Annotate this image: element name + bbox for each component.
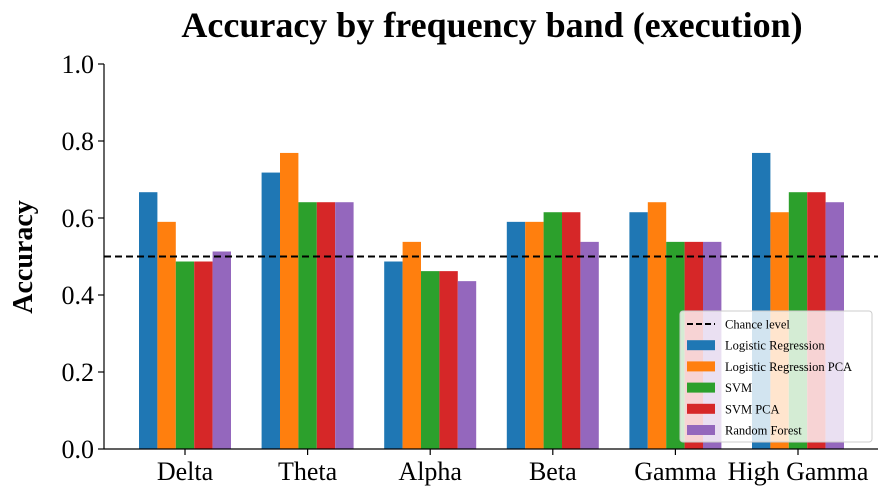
y-tick-label: 0.0 bbox=[62, 435, 95, 464]
legend-swatch-random-forest bbox=[687, 425, 715, 435]
legend-box bbox=[679, 310, 873, 443]
x-tick-label: Beta bbox=[529, 457, 577, 486]
x-tick-label: Gamma bbox=[634, 457, 717, 486]
legend-swatch-svm bbox=[687, 382, 715, 393]
legend-label-logistic-regression: Logistic Regression bbox=[725, 339, 825, 353]
bar-alpha-logistic-regression-pca bbox=[402, 241, 421, 449]
bar-delta-logistic-regression bbox=[139, 192, 158, 449]
bar-beta-logistic-regression-pca bbox=[525, 221, 544, 449]
legend-swatch-svm-pca bbox=[687, 403, 715, 414]
bar-alpha-svm bbox=[421, 271, 440, 449]
bar-delta-svm-pca bbox=[194, 261, 213, 449]
bar-beta-svm bbox=[543, 212, 562, 449]
y-tick-label: 0.6 bbox=[62, 204, 95, 233]
bar-theta-logistic-regression-pca bbox=[280, 152, 299, 449]
bar-theta-logistic-regression bbox=[261, 172, 280, 449]
bar-delta-svm bbox=[175, 261, 195, 449]
legend-swatch-logistic-regression-pca bbox=[687, 361, 715, 372]
bar-beta-svm-pca bbox=[562, 212, 581, 449]
y-tick-label: 0.4 bbox=[62, 281, 95, 310]
bar-theta-svm bbox=[298, 202, 317, 449]
legend-swatch-logistic-regression bbox=[687, 340, 715, 351]
bar-alpha-logistic-regression bbox=[384, 261, 403, 449]
legend-label-random-forest: Random Forest bbox=[725, 424, 802, 438]
bar-gamma-logistic-regression-pca bbox=[647, 202, 667, 449]
bar-beta-random-forest bbox=[580, 241, 599, 449]
bar-gamma-logistic-regression bbox=[629, 212, 648, 449]
x-tick-label: Alpha bbox=[398, 457, 462, 486]
legend-label-logistic-regression-pca: Logistic Regression PCA bbox=[725, 360, 852, 374]
x-tick-label: Delta bbox=[157, 457, 214, 486]
y-tick-label: 0.8 bbox=[62, 127, 95, 156]
legend-label-svm-pca: SVM PCA bbox=[725, 402, 780, 416]
bar-alpha-svm-pca bbox=[439, 271, 458, 449]
legend-label-svm: SVM bbox=[725, 381, 752, 395]
bar-alpha-random-forest bbox=[457, 281, 477, 449]
bar-delta-random-forest bbox=[212, 251, 231, 449]
y-tick-label: 1.0 bbox=[62, 50, 95, 79]
x-tick-label: Theta bbox=[278, 457, 338, 486]
legend: Chance level Logistic Regression Logistic … bbox=[679, 310, 873, 443]
y-tick-label: 0.2 bbox=[62, 358, 95, 387]
bar-delta-logistic-regression-pca bbox=[157, 221, 176, 449]
bar-theta-svm-pca bbox=[316, 202, 336, 449]
y-axis-label: Accuracy bbox=[8, 200, 39, 314]
legend-label-chance-level: Chance level bbox=[725, 318, 790, 332]
bar-beta-logistic-regression bbox=[506, 221, 526, 449]
x-tick-label: High Gamma bbox=[728, 457, 869, 486]
bar-theta-random-forest bbox=[335, 202, 354, 449]
chart-title: Accuracy by frequency band (execution) bbox=[181, 5, 802, 45]
